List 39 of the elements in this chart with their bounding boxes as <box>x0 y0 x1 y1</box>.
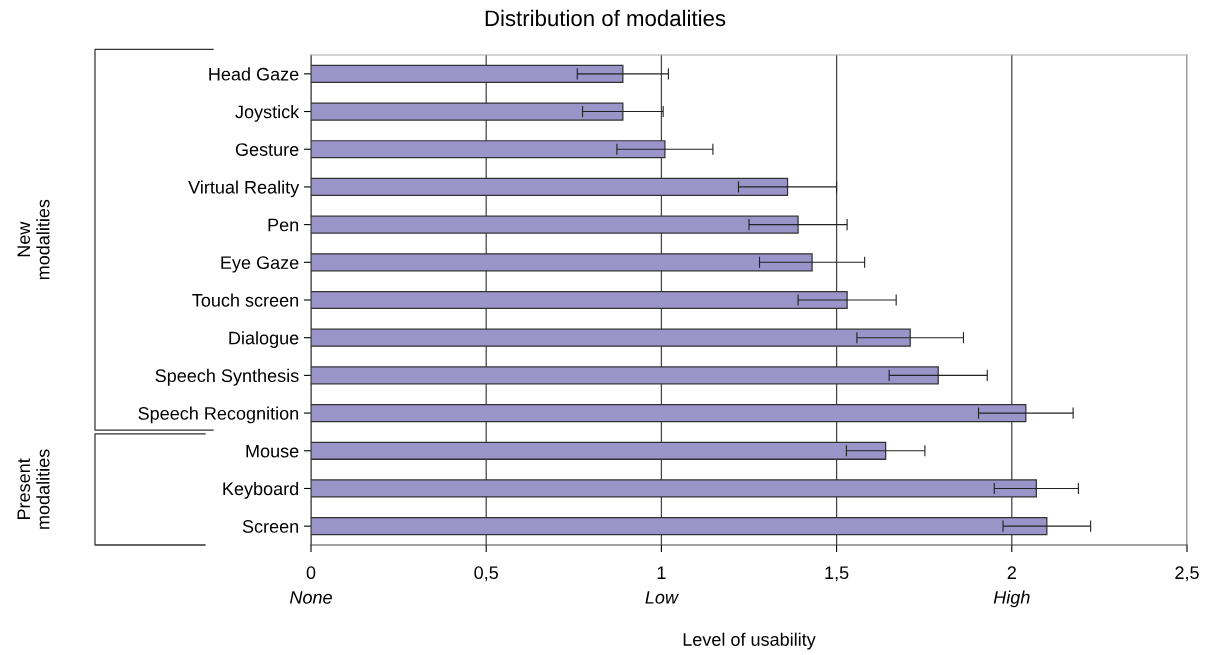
text: Present modalities <box>17 449 50 529</box>
y-tick-label: Dialogue <box>229 331 299 348</box>
bar <box>311 253 813 272</box>
y-tick-label: Touch screen <box>192 293 299 307</box>
bar <box>311 102 624 121</box>
bar <box>311 140 666 159</box>
x-tick-label: 2 <box>1007 566 1016 579</box>
y-tick-label: Mouse <box>246 444 299 458</box>
y-tick-label: Pen <box>268 218 299 232</box>
x-tick-label: 1,5 <box>825 566 849 582</box>
y-tick-label: Gesture <box>235 143 299 156</box>
y-tick-label: Virtual Reality <box>188 180 300 198</box>
bar <box>311 177 789 197</box>
x-tick-label: 1 <box>657 566 666 579</box>
bar <box>311 64 624 83</box>
bar <box>311 366 939 385</box>
y-tick-label: Speech Recognition <box>138 406 299 424</box>
y-tick-label: Speech Synthesis <box>155 368 299 386</box>
x-axis-title: Level of usability <box>683 632 816 650</box>
x-tick-label: 0,5 <box>474 566 498 582</box>
bar <box>311 479 1037 498</box>
y-tick-label: Head Gaze <box>209 67 299 81</box>
bar <box>311 328 911 347</box>
text: High <box>993 590 1030 608</box>
x-tick-label: 2,5 <box>1175 566 1199 582</box>
bar <box>311 441 887 460</box>
bar <box>311 290 848 310</box>
y-tick-label: Joystick <box>235 105 300 122</box>
bar <box>311 403 1027 423</box>
text: Low <box>645 591 679 604</box>
y-tick-label: Screen <box>242 520 299 533</box>
x-tick-label: 0 <box>306 566 316 580</box>
text: None <box>289 591 332 604</box>
bar <box>311 215 799 234</box>
y-tick-label: Eye Gaze <box>221 256 299 273</box>
y-tick-label: Keyboard <box>223 481 299 499</box>
bar <box>311 517 1048 536</box>
chart-title: Distribution of modalities <box>485 9 726 27</box>
text: New modalities <box>17 199 50 280</box>
